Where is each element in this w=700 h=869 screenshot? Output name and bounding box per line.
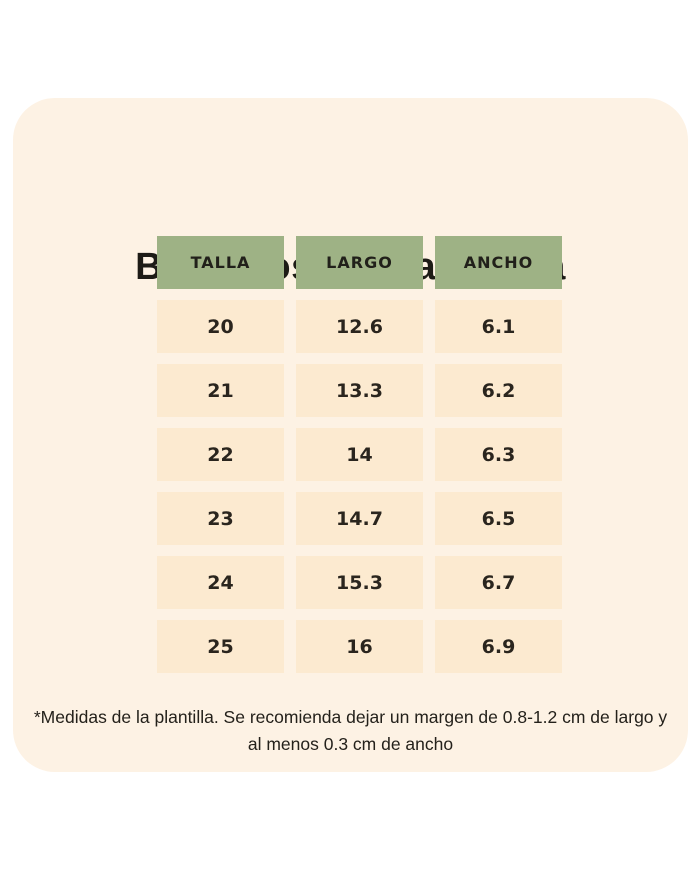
column-header-talla: TALLA (157, 236, 284, 289)
table-cell: 12.6 (296, 300, 423, 353)
table-cell: 13.3 (296, 364, 423, 417)
table-cell: 14.7 (296, 492, 423, 545)
table-cell: 6.5 (435, 492, 562, 545)
column-header-ancho: ANCHO (435, 236, 562, 289)
table-cell: 6.3 (435, 428, 562, 481)
column-header-largo: LARGO (296, 236, 423, 289)
table-cell: 6.2 (435, 364, 562, 417)
table-cell: 23 (157, 492, 284, 545)
table-cell: 14 (296, 428, 423, 481)
table-cell: 21 (157, 364, 284, 417)
table-cell: 15.3 (296, 556, 423, 609)
table-cell: 16 (296, 620, 423, 673)
table-cell: 6.1 (435, 300, 562, 353)
table-cell: 25 (157, 620, 284, 673)
table-cell: 6.9 (435, 620, 562, 673)
size-table: TALLA LARGO ANCHO 20 12.6 6.1 21 13.3 6.2 22 14 6.3… (157, 236, 562, 673)
footnote: *Medidas de la plantilla. Se recomienda … (33, 707, 668, 755)
table-cell: 6.7 (435, 556, 562, 609)
table-cell: 20 (157, 300, 284, 353)
size-chart-card: Blanditos nueva horma TALLALARGOANCHO201… (13, 98, 688, 772)
table-cell: 22 (157, 428, 284, 481)
table-cell: 24 (157, 556, 284, 609)
